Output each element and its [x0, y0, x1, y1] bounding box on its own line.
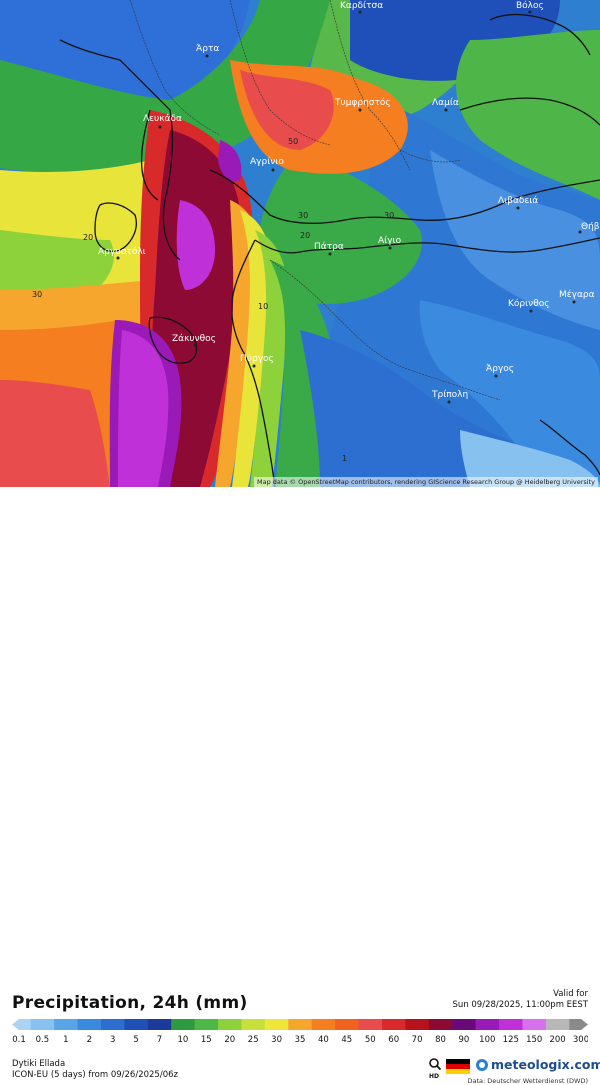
legend-swatch — [195, 1019, 219, 1030]
legend-swatch — [101, 1019, 125, 1030]
legend-swatch — [546, 1019, 570, 1030]
brand-name: meteologix.com — [491, 1057, 600, 1072]
legend-tick-label: 30 — [271, 1035, 282, 1045]
legend-tick-label: 2 — [87, 1035, 92, 1045]
data-source: Data: Deutscher Wetterdienst (DWD) — [467, 1077, 588, 1085]
map-attribution[interactable]: Map data © OpenStreetMap contributors, r… — [254, 477, 598, 487]
legend-tick-label: 0.5 — [36, 1035, 50, 1045]
legend-tick-label: 50 — [365, 1035, 376, 1045]
legend-swatch — [335, 1019, 359, 1030]
legend-tick-label: 40 — [318, 1035, 329, 1045]
legend-swatch — [265, 1019, 289, 1030]
value-label: 30 — [32, 290, 42, 299]
value-label: 20 — [300, 231, 310, 240]
legend-swatch — [148, 1019, 172, 1030]
region-name: Dytiki Ellada — [12, 1059, 65, 1069]
legend-tick-label: 60 — [388, 1035, 399, 1045]
city-label-patra: Πάτρα — [314, 242, 344, 252]
city-label-megara: Μέγαρα — [559, 289, 595, 300]
legend-tick-label: 10 — [177, 1035, 188, 1045]
legend-swatch — [382, 1019, 406, 1030]
precipitation-map[interactable]: Καρδίτσα Βόλος Άρτα Λευκάδα Τυμφρηστός Λ… — [0, 0, 600, 487]
legend-tick-label: 5 — [133, 1035, 138, 1045]
legend-tick-label: 45 — [341, 1035, 352, 1045]
legend-tick-label: 0.1 — [12, 1035, 26, 1045]
legend-tick-label: 200 — [549, 1035, 565, 1045]
legend-swatch — [476, 1019, 500, 1030]
legend-right-arrow — [581, 1019, 588, 1030]
legend-tick-label: 70 — [412, 1035, 423, 1045]
city-label-thiva: Θήβ — [581, 222, 600, 232]
globe-icon — [476, 1059, 488, 1071]
legend-swatch — [429, 1019, 453, 1030]
legend-tick-label: 125 — [503, 1035, 519, 1045]
legend-swatch — [31, 1019, 55, 1030]
legend-swatch — [218, 1019, 242, 1030]
value-label: 50 — [288, 137, 298, 146]
model-info: ICON-EU (5 days) from 09/26/2025/06z — [12, 1070, 178, 1080]
city-label-lamia: Λαμία — [432, 98, 459, 108]
legend-tick-label: 35 — [295, 1035, 306, 1045]
city-label-livadeia: Λιβαδειά — [498, 196, 538, 206]
legend-swatch — [312, 1019, 336, 1030]
city-label-korinthos: Κόρινθος — [508, 298, 550, 309]
legend-swatch — [54, 1019, 78, 1030]
value-label: 30 — [384, 211, 394, 220]
legend-tick-label: 1 — [63, 1035, 68, 1045]
city-label-tymfristos: Τυμφρηστός — [334, 97, 391, 108]
city-label-agrinio: Αγρίνιο — [250, 157, 284, 167]
value-label: 20 — [83, 233, 93, 242]
city-label-tripoli: Τρίπολη — [431, 390, 468, 400]
city-label-argos: Άργος — [486, 364, 514, 374]
value-label: 1 — [342, 454, 347, 463]
valid-time: Sun 09/28/2025, 11:00pm EEST — [453, 1000, 588, 1010]
legend-left-arrow — [12, 1019, 19, 1030]
legend-swatch — [569, 1019, 581, 1030]
legend-swatch — [19, 1019, 31, 1030]
legend-tick-label: 80 — [435, 1035, 446, 1045]
valid-for-label: Valid for — [553, 989, 588, 999]
footer: Precipitation, 24h (mm) Valid for Sun 09… — [0, 487, 600, 600]
legend-tick-label: 25 — [248, 1035, 259, 1045]
legend-tick-label: 300 — [573, 1035, 588, 1045]
legend-swatch — [523, 1019, 547, 1030]
value-label: 10 — [258, 302, 268, 311]
map-svg: Καρδίτσα Βόλος Άρτα Λευκάδα Τυμφρηστός Λ… — [0, 0, 600, 487]
city-label-aigio: Αίγιο — [378, 236, 402, 246]
city-label-pyrgos: Πύργος — [240, 353, 274, 364]
legend-tick-label: 7 — [157, 1035, 162, 1045]
svg-text:HD: HD — [429, 1073, 439, 1079]
map-title: Precipitation, 24h (mm) — [12, 993, 248, 1013]
legend-swatch — [452, 1019, 476, 1030]
germany-flag-icon — [446, 1059, 470, 1074]
legend-swatch — [171, 1019, 195, 1030]
legend-tick-label: 90 — [458, 1035, 469, 1045]
legend-swatch — [405, 1019, 429, 1030]
brand-logo[interactable]: meteologix.com — [476, 1057, 600, 1072]
legend-swatch — [124, 1019, 148, 1030]
magnifier-hd-icon[interactable]: HD — [428, 1057, 442, 1079]
legend-tick-label: 15 — [201, 1035, 212, 1045]
legend-swatch — [359, 1019, 383, 1030]
legend-swatch — [288, 1019, 312, 1030]
legend-swatch — [242, 1019, 266, 1030]
city-label-lefkada: Λευκάδα — [143, 114, 182, 124]
legend-tick-label: 20 — [224, 1035, 235, 1045]
city-label-karditsa: Καρδίτσα — [340, 1, 383, 11]
city-label-zakynthos: Ζάκυνθος — [172, 334, 216, 344]
city-label-argostoli: Αργοστόλι — [98, 246, 146, 257]
value-label: 30 — [298, 211, 308, 220]
legend-tick-label: 3 — [110, 1035, 115, 1045]
legend-swatch — [499, 1019, 523, 1030]
city-label-volos: Βόλος — [516, 0, 544, 11]
legend-tick-label: 150 — [526, 1035, 542, 1045]
legend-tick-label: 100 — [479, 1035, 495, 1045]
city-label-arta: Άρτα — [196, 44, 219, 54]
legend-swatch — [78, 1019, 102, 1030]
